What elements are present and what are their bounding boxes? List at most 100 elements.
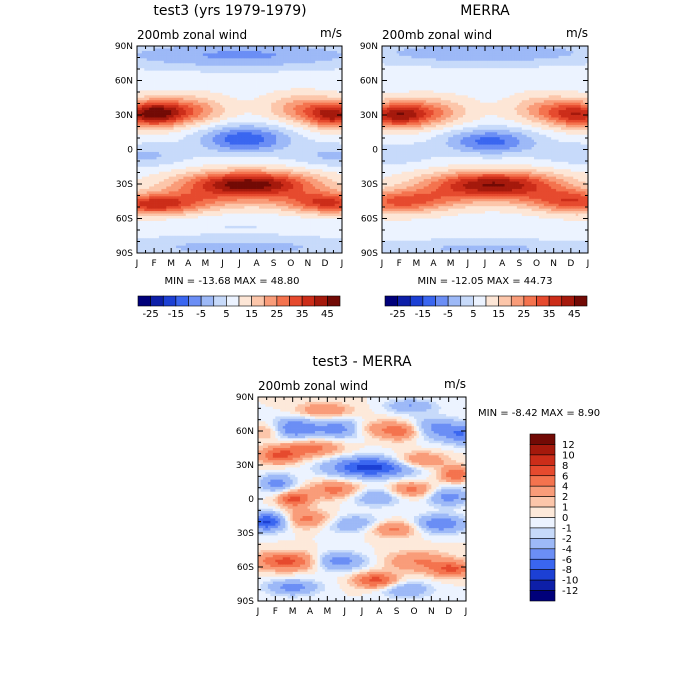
heatmap-cell	[186, 95, 189, 98]
heatmap-cell	[257, 219, 260, 222]
heatmap-cell	[276, 48, 279, 51]
heatmap-cell	[147, 51, 150, 54]
chart-subtitle: 200mb zonal wind	[137, 28, 247, 42]
heatmap-cell	[196, 117, 199, 120]
heatmap-cell	[254, 201, 257, 204]
heatmap-cell	[139, 204, 142, 207]
heatmap-cell	[271, 110, 274, 113]
heatmap-cell	[198, 142, 201, 145]
heatmap-cell	[240, 117, 243, 120]
heatmap-cell	[178, 51, 181, 54]
heatmap-cell	[269, 56, 272, 59]
heatmap-cell	[196, 172, 199, 175]
heatmap-cell	[149, 201, 152, 204]
heatmap-cell	[210, 132, 213, 135]
heatmap-cell	[205, 189, 208, 192]
heatmap-cell	[271, 194, 274, 197]
heatmap-cell	[252, 85, 255, 88]
heatmap-cell	[266, 189, 269, 192]
heatmap-cell	[154, 179, 157, 182]
heatmap-cell	[232, 108, 235, 111]
heatmap-cell	[222, 233, 225, 236]
heatmap-cell	[230, 226, 233, 229]
heatmap-cell	[279, 125, 282, 128]
heatmap-cell	[181, 196, 184, 199]
heatmap-cell	[147, 81, 150, 84]
heatmap-cell	[196, 103, 199, 106]
heatmap-cell	[213, 113, 216, 116]
heatmap-cell	[191, 98, 194, 101]
heatmap-cell	[230, 81, 233, 84]
heatmap-cell	[274, 164, 277, 167]
heatmap-cell	[186, 219, 189, 222]
heatmap-cell	[205, 219, 208, 222]
heatmap-cell	[218, 150, 221, 153]
heatmap-cell	[247, 219, 250, 222]
heatmap-cell	[147, 88, 150, 91]
heatmap-cell	[235, 98, 238, 101]
heatmap-cell	[215, 199, 218, 202]
heatmap-cell	[225, 164, 228, 167]
heatmap-cell	[244, 226, 247, 229]
heatmap-cell	[266, 191, 269, 194]
heatmap-cell	[279, 68, 282, 71]
heatmap-cell	[220, 140, 223, 143]
heatmap-cell	[225, 191, 228, 194]
heatmap-cell	[164, 214, 167, 217]
heatmap-cell	[252, 63, 255, 66]
heatmap-cell	[264, 110, 267, 113]
heatmap-cell	[200, 191, 203, 194]
heatmap-cell	[257, 238, 260, 241]
heatmap-cell	[203, 214, 206, 217]
heatmap-cell	[264, 103, 267, 106]
heatmap-cell	[205, 233, 208, 236]
heatmap-cell	[249, 137, 252, 140]
heatmap-cell	[271, 233, 274, 236]
heatmap-cell	[193, 174, 196, 177]
heatmap-cell	[164, 157, 167, 160]
heatmap-cell	[144, 179, 147, 182]
heatmap-cell	[166, 189, 169, 192]
heatmap-cell	[230, 184, 233, 187]
heatmap-cell	[142, 231, 145, 234]
heatmap-cell	[215, 179, 218, 182]
heatmap-cell	[149, 199, 152, 202]
heatmap-cell	[215, 196, 218, 199]
heatmap-cell	[144, 71, 147, 74]
heatmap-cell	[196, 145, 199, 148]
heatmap-cell	[205, 122, 208, 125]
heatmap-cell	[220, 159, 223, 162]
heatmap-cell	[208, 241, 211, 244]
heatmap-cell	[152, 147, 155, 150]
heatmap-cell	[232, 221, 235, 224]
heatmap-cell	[208, 194, 211, 197]
heatmap-cell	[279, 56, 282, 59]
heatmap-cell	[208, 81, 211, 84]
heatmap-cell	[218, 169, 221, 172]
heatmap-cell	[178, 78, 181, 81]
heatmap-cell	[266, 206, 269, 209]
heatmap-cell	[230, 98, 233, 101]
heatmap-cell	[210, 113, 213, 116]
heatmap-cell	[159, 209, 162, 212]
heatmap-cell	[252, 98, 255, 101]
heatmap-cell	[183, 71, 186, 74]
heatmap-cell	[159, 226, 162, 229]
heatmap-cell	[261, 169, 264, 172]
heatmap-cell	[230, 150, 233, 153]
heatmap-cell	[252, 216, 255, 219]
heatmap-cell	[271, 132, 274, 135]
heatmap-cell	[169, 105, 172, 108]
heatmap-cell	[237, 140, 240, 143]
heatmap-cell	[254, 103, 257, 106]
heatmap-cell	[225, 231, 228, 234]
heatmap-cell	[159, 98, 162, 101]
heatmap-cell	[225, 108, 228, 111]
heatmap-cell	[230, 152, 233, 155]
heatmap-cell	[237, 172, 240, 175]
heatmap-cell	[266, 209, 269, 212]
heatmap-cell	[159, 76, 162, 79]
heatmap-cell	[259, 162, 262, 165]
heatmap-cell	[147, 231, 150, 234]
heatmap-cell	[254, 108, 257, 111]
